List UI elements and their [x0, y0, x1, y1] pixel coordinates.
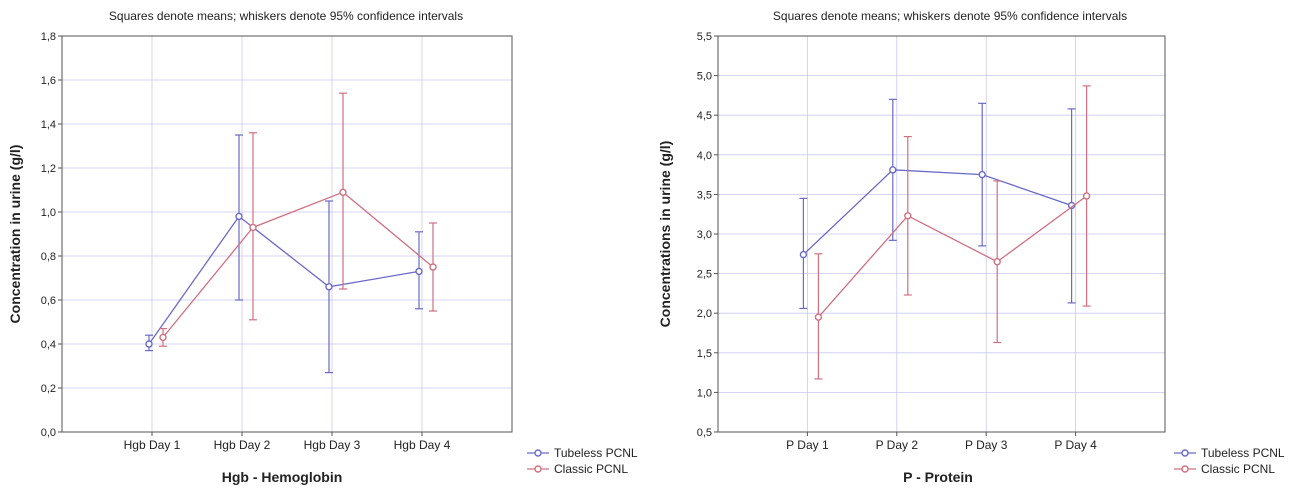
y-tick-label: 5,0 — [697, 71, 712, 83]
y-tick-label: 1,8 — [41, 31, 56, 43]
y-tick-label: 0,6 — [41, 295, 56, 307]
x-tick-label: P Day 2 — [876, 438, 919, 452]
x-tick-label: Hgb Day 2 — [214, 438, 271, 452]
series-classic — [159, 92, 437, 347]
mean-point — [799, 250, 808, 259]
grid-lines — [62, 35, 512, 433]
series-line — [817, 195, 1087, 318]
series-tubeless — [799, 98, 1076, 310]
series-line — [802, 169, 1072, 256]
x-tick-label: P Day 1 — [786, 438, 829, 452]
mean-point — [814, 313, 823, 321]
x-tick-label: Hgb Day 4 — [394, 438, 451, 452]
y-tick-label: 1,5 — [697, 348, 712, 360]
y-tick-label: 1,4 — [41, 119, 56, 131]
series-tubeless — [145, 134, 423, 374]
y-tick-label: 1,6 — [41, 75, 56, 87]
mean-point — [249, 223, 257, 232]
mean-point — [145, 340, 153, 348]
mean-point — [325, 283, 333, 291]
chart-panel-2: Squares denote means; whiskers denote 95… — [657, 9, 1285, 485]
y-tick-label: 0,4 — [41, 339, 56, 351]
y-tick-label: 3,0 — [697, 229, 712, 241]
legend: Tubeless PCNL Classic PCNL — [527, 446, 638, 476]
y-tick-label: 4,5 — [697, 110, 712, 122]
y-tick-label: 2,5 — [697, 269, 712, 281]
legend-marker — [534, 465, 542, 473]
y-tick-label: 2,0 — [697, 308, 712, 320]
x-tick-label: P Day 3 — [965, 438, 1008, 452]
y-tick-label: 4,0 — [697, 150, 712, 162]
mean-point — [1082, 192, 1091, 200]
plot-frame — [61, 35, 513, 433]
legend-marker — [1181, 465, 1189, 473]
mean-point — [889, 166, 897, 174]
x-tick-label: Hgb Day 1 — [124, 438, 181, 452]
legend: Tubeless PCNL Classic PCNL — [1174, 446, 1285, 476]
y-tick-label: 1,0 — [41, 207, 56, 219]
mean-point — [235, 212, 243, 221]
legend-marker — [1181, 449, 1189, 457]
mean-point — [904, 212, 912, 220]
mean-point — [159, 333, 167, 342]
y-tick-label: 0,5 — [697, 427, 712, 439]
y-axis-label: Concentrations in urine (g/l) — [657, 141, 673, 328]
x-axis-label: Hgb - Hemoglobin — [222, 469, 343, 485]
mean-point — [339, 188, 347, 196]
y-tick-label: 3,5 — [697, 189, 712, 201]
legend-label: Tubeless PCNL — [554, 446, 638, 460]
x-tick-label: Hgb Day 3 — [304, 438, 361, 452]
y-tick-label: 1,0 — [697, 387, 712, 399]
legend-label: Classic PCNL — [554, 462, 628, 476]
legend-label: Tubeless PCNL — [1201, 446, 1285, 460]
y-tick-label: 0,0 — [41, 427, 56, 439]
y-tick-label: 5,5 — [697, 31, 712, 43]
mean-point — [978, 170, 986, 179]
mean-point — [429, 263, 437, 271]
grid-lines — [718, 35, 1165, 433]
chart-title: Squares denote means; whiskers denote 95… — [109, 9, 463, 23]
mean-point — [993, 258, 1001, 266]
chart-title: Squares denote means; whiskers denote 95… — [773, 9, 1127, 23]
y-axis-label: Concentration in urine (g/l) — [7, 145, 23, 324]
y-tick-label: 1,2 — [41, 163, 56, 175]
x-tick-label: P Day 4 — [1054, 438, 1097, 452]
y-tick-label: 0,8 — [41, 251, 56, 263]
chart-panel-1: Squares denote means; whiskers denote 95… — [7, 9, 638, 485]
legend-marker — [534, 449, 542, 457]
mean-point — [415, 267, 423, 276]
x-axis-label: P - Protein — [903, 469, 973, 485]
series-line — [148, 215, 420, 345]
legend-label: Classic PCNL — [1201, 462, 1275, 476]
series-line — [162, 191, 434, 338]
series-classic — [814, 85, 1091, 380]
y-tick-label: 0,2 — [41, 383, 56, 395]
